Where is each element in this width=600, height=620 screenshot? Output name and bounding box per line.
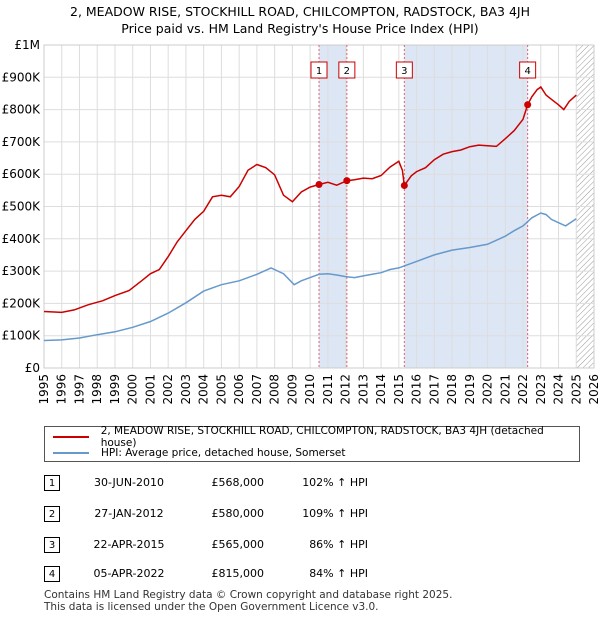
legend-label-hpi: HPI: Average price, detached house, Some…: [101, 447, 346, 459]
x-tick-label: 2004: [197, 374, 211, 405]
y-tick-label: £300K: [2, 264, 42, 278]
sale-number-label: 1: [316, 66, 322, 77]
sale-marker-label: 2: [44, 506, 60, 522]
sale-marker-label: 3: [44, 537, 60, 553]
sale-hpi-change: 84% ↑ HPI: [309, 567, 368, 580]
footer-copyright: Contains HM Land Registry data © Crown c…: [44, 589, 453, 601]
sale-price: £580,000: [211, 507, 265, 520]
legend-swatch-hpi: [53, 452, 89, 454]
x-tick-label: 2009: [285, 374, 299, 405]
footer: Contains HM Land Registry data © Crown c…: [44, 589, 452, 613]
x-tick-label: 2020: [481, 374, 495, 405]
sale-marker-label: 4: [44, 566, 60, 582]
sale-number-box: [310, 61, 328, 79]
chart-legend: 2, MEADOW RISE, STOCKHILL ROAD, CHILCOMP…: [44, 425, 580, 462]
price-chart: £0 £100K £200K £300K £400K £500K £600K £700K £80…: [2, 38, 600, 405]
legend-label-house: 2, MEADOW RISE, STOCKHILL ROAD, CHILCOMP…: [100, 425, 544, 449]
x-tick-label: 2017: [427, 374, 441, 405]
x-tick-label: 2014: [374, 374, 388, 405]
x-tick-label: 2015: [392, 374, 406, 405]
x-tick-label: 2001: [143, 374, 157, 405]
y-tick-label: £600K: [2, 167, 42, 181]
y-tick-label: £400K: [2, 232, 42, 246]
chart-subtitle: Price paid vs. HM Land Registry's House …: [121, 21, 479, 36]
y-tick-label: £900K: [2, 70, 42, 84]
y-tick-label: £200K: [2, 296, 42, 310]
sale-date: 30-JUN-2010: [93, 476, 165, 489]
x-tick-label: 2025: [569, 374, 583, 405]
x-tick-label: 2023: [534, 374, 548, 405]
x-tick-label: 1997: [72, 374, 86, 405]
x-tick-label: 2002: [161, 374, 175, 405]
y-tick-label: £700K: [2, 135, 42, 149]
sale-hpi-change: 86% ↑ HPI: [309, 538, 368, 551]
x-tick-label: 2013: [356, 374, 370, 405]
legend-item-house: 2, MEADOW RISE, STOCKHILL ROAD, CHILCOMP…: [53, 425, 579, 449]
y-tick-label: £500K: [2, 200, 42, 214]
y-tick-label: £0: [25, 361, 40, 375]
x-tick-label: 2011: [321, 374, 335, 405]
legend-item-hpi: HPI: Average price, detached house, Some…: [53, 445, 346, 461]
sale-price: £815,000: [211, 567, 265, 580]
sale-point: [315, 181, 323, 189]
sale-point: [343, 177, 351, 185]
x-tick-label: 1996: [55, 374, 69, 405]
sale-hpi-change: 109% ↑ HPI: [302, 507, 368, 520]
legend-swatch-house: [53, 436, 89, 438]
sale-date: 05-APR-2022: [93, 567, 165, 580]
x-tick-label: 1998: [90, 374, 104, 405]
sale-number-box: [395, 61, 413, 79]
x-tick-label: 2016: [410, 374, 424, 405]
x-tick-label: 2005: [214, 374, 228, 405]
x-tick-label: 2026: [587, 374, 600, 405]
x-tick-label: 1999: [108, 374, 122, 405]
x-tick-label: 2010: [303, 374, 317, 405]
x-tick-label: 2021: [498, 374, 512, 405]
sale-number-box: [519, 61, 537, 79]
sale-number-label: 4: [524, 66, 530, 77]
x-tick-label: 2012: [339, 374, 353, 405]
sale-number-label: 2: [344, 66, 350, 77]
x-tick-label: 2024: [552, 374, 566, 405]
y-tick-label: £800K: [2, 103, 42, 117]
y-tick-label: £100K: [2, 329, 42, 343]
sale-marker-label: 1: [44, 475, 60, 491]
x-tick-label: 2018: [445, 374, 459, 405]
house-price-line: [43, 85, 577, 314]
x-tick-label: 2022: [516, 374, 530, 405]
sale-hpi-change: 102% ↑ HPI: [302, 476, 368, 489]
hpi-line: [43, 212, 577, 342]
y-tick-label: £1M: [14, 38, 40, 52]
sale-date: 22-APR-2015: [93, 538, 165, 551]
x-tick-label: 2007: [250, 374, 264, 405]
sale-number-box: [338, 61, 356, 79]
x-tick-label: 2003: [179, 374, 193, 405]
x-tick-label: 2006: [232, 374, 246, 405]
sale-number-label: 3: [401, 66, 407, 77]
x-tick-label: 2019: [463, 374, 477, 405]
x-tick-label: 2000: [126, 374, 140, 405]
sale-price: £568,000: [211, 476, 265, 489]
x-tick-label: 2008: [268, 374, 282, 405]
sale-point: [524, 101, 532, 109]
x-tick-label: 1995: [37, 374, 51, 405]
footer-licence: This data is licensed under the Open Gov…: [44, 601, 379, 613]
sale-point: [400, 182, 408, 190]
sale-price: £565,000: [211, 538, 265, 551]
chart-title: 2, MEADOW RISE, STOCKHILL ROAD, CHILCOMP…: [70, 4, 530, 19]
sale-date: 27-JAN-2012: [94, 507, 164, 520]
